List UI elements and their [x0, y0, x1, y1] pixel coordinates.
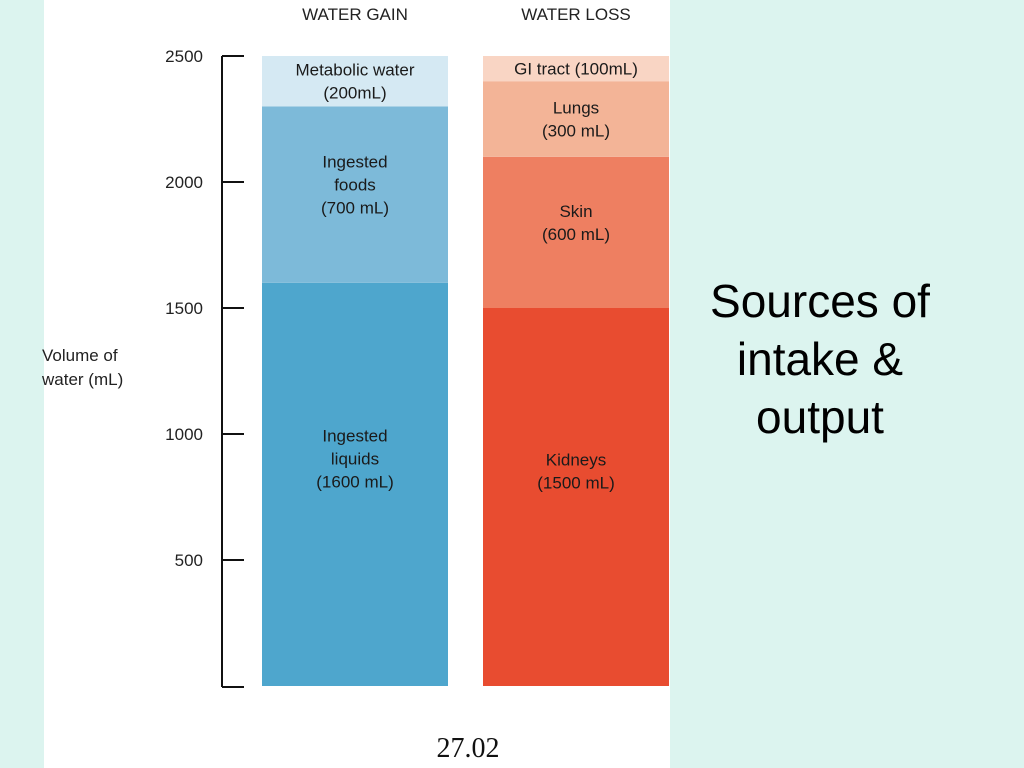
bars — [262, 56, 669, 686]
y-tick-label: 2500 — [165, 47, 203, 66]
y-axis-label: Volume of water (mL) — [41, 346, 123, 389]
segment-label: (600 mL) — [542, 225, 610, 244]
category-headers: WATER GAIN WATER LOSS — [302, 5, 631, 24]
segment-label: (300 mL) — [542, 122, 610, 141]
segment-label: Ingested — [322, 153, 387, 172]
figure-number: 27.02 — [437, 733, 500, 764]
segment-label: Metabolic water — [295, 61, 414, 80]
segment-label: (1500 mL) — [537, 474, 614, 493]
y-axis: 500 1000 1500 2000 2500 — [165, 47, 244, 688]
segment-label: liquids — [331, 449, 379, 468]
segment-label: (200mL) — [323, 84, 386, 103]
bar-segment — [262, 56, 448, 107]
bar-segment — [262, 282, 448, 686]
y-tick-label: 500 — [175, 551, 203, 570]
bar-segment — [262, 106, 448, 283]
bar-segment — [483, 156, 669, 308]
category-label: WATER LOSS — [521, 5, 631, 24]
segment-label: Lungs — [553, 99, 599, 118]
category-label: WATER GAIN — [302, 5, 408, 24]
segment-label: Skin — [559, 202, 592, 221]
slide-title-line: output — [756, 391, 884, 443]
y-tick-label: 2000 — [165, 173, 203, 192]
segment-label: foods — [334, 176, 376, 195]
segment-label: Ingested — [322, 426, 387, 445]
y-tick-label: 1500 — [165, 299, 203, 318]
bar-segment — [483, 56, 669, 82]
segment-label: Kidneys — [546, 451, 606, 470]
y-tick-label: 1000 — [165, 425, 203, 444]
bar-segment — [483, 308, 669, 686]
segment-label: (1600 mL) — [316, 472, 393, 491]
segment-labels: Ingested liquids (1600 mL) Ingested foods (70… — [295, 60, 637, 493]
slide-title-line: Sources of — [710, 275, 930, 327]
slide-title: Sources of intake & output — [680, 272, 960, 446]
segment-label: (700 mL) — [321, 199, 389, 218]
y-axis-label-line: Volume of — [42, 346, 118, 365]
slide-title-line: intake & — [736, 333, 904, 385]
segment-label: GI tract (100mL) — [514, 60, 638, 79]
y-axis-label-line: water (mL) — [41, 370, 123, 389]
bar-segment — [483, 81, 669, 157]
